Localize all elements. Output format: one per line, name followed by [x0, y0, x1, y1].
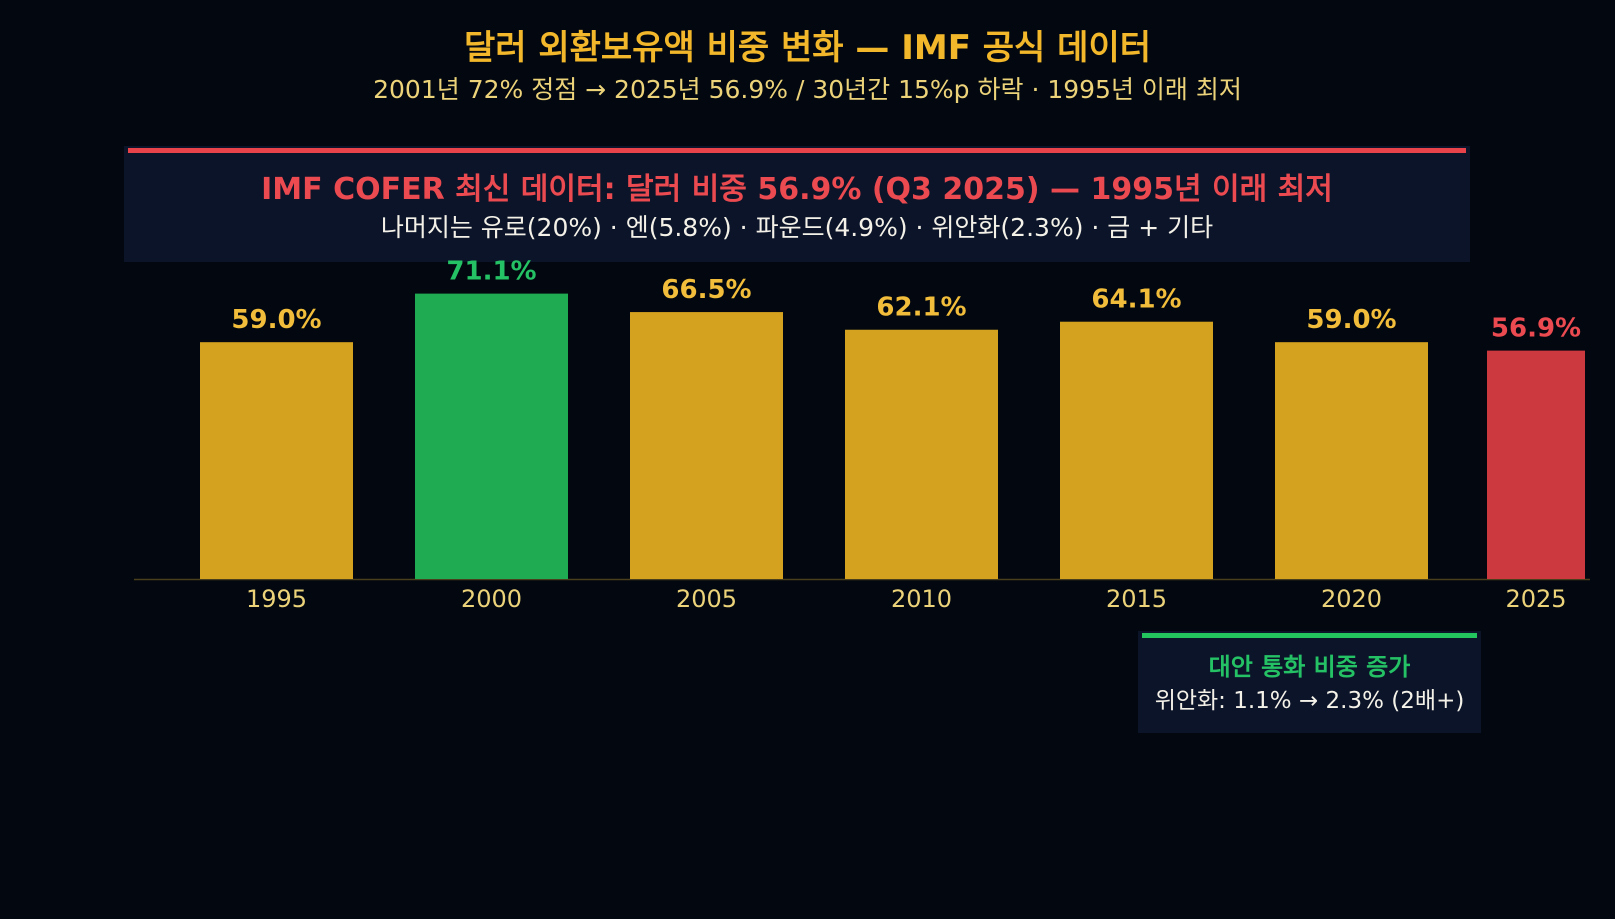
tick-label-2015: 2015 — [1106, 585, 1167, 613]
callout-title: IMF COFER 최신 데이터: 달러 비중 56.9% (Q3 2025) … — [261, 172, 1333, 207]
bar-1995 — [200, 342, 353, 579]
note-accent-bar — [1142, 633, 1477, 638]
value-label-2005: 66.5% — [661, 275, 751, 305]
tick-label-1995: 1995 — [246, 585, 307, 613]
bar-2005 — [630, 312, 783, 579]
callout-box: IMF COFER 최신 데이터: 달러 비중 56.9% (Q3 2025) … — [124, 146, 1470, 262]
bar-2000 — [415, 293, 568, 579]
value-label-2020: 59.0% — [1306, 305, 1396, 335]
value-label-2010: 62.1% — [876, 293, 966, 323]
tick-label-2025: 2025 — [1505, 585, 1566, 613]
callout-subtitle: 나머지는 유로(20%) · 엔(5.8%) · 파운드(4.9%) · 위안화… — [380, 213, 1214, 242]
tick-label-2000: 2000 — [461, 585, 522, 613]
chart-title: 달러 외환보유액 비중 변화 — IMF 공식 데이터 — [463, 28, 1152, 68]
note-box: 대안 통화 비중 증가 위안화: 1.1% → 2.3% (2배+) — [1138, 631, 1481, 733]
tick-label-2010: 2010 — [891, 585, 952, 613]
note-title: 대안 통화 비중 증가 — [1208, 653, 1411, 681]
callout-accent-bar — [128, 148, 1466, 153]
value-label-2000: 71.1% — [446, 257, 536, 287]
bar-2010 — [845, 329, 998, 579]
value-label-2015: 64.1% — [1091, 285, 1181, 315]
note-subtitle: 위안화: 1.1% → 2.3% (2배+) — [1154, 688, 1465, 714]
bar-2015 — [1060, 321, 1213, 579]
chart-subtitle: 2001년 72% 정점 → 2025년 56.9% / 30년간 15%p 하… — [373, 75, 1242, 104]
tick-label-2005: 2005 — [676, 585, 737, 613]
tick-label-2020: 2020 — [1321, 585, 1382, 613]
value-label-2025: 56.9% — [1491, 314, 1581, 344]
value-label-1995: 59.0% — [231, 305, 321, 335]
bar-2025 — [1487, 350, 1585, 579]
bar-2020 — [1275, 342, 1428, 579]
